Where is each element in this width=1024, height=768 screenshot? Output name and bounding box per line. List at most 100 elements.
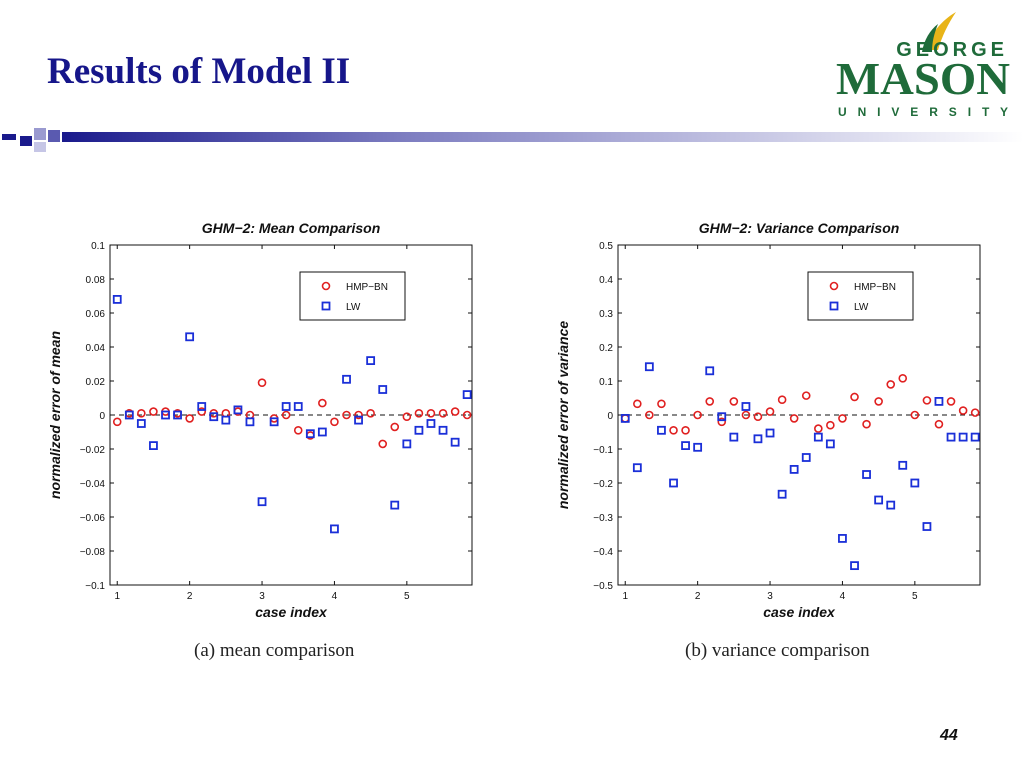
x-tick-label: 5 <box>912 591 918 602</box>
data-point-lw <box>390 500 400 510</box>
data-point-hmp-bn <box>450 407 460 416</box>
data-point-lw <box>112 295 122 304</box>
x-tick-label: 1 <box>622 591 628 602</box>
mean-comparison-panel: GHM−2: Mean Comparison −0.1 −0.08 −0.06 −0.0… <box>40 205 480 620</box>
logo-leaf-green <box>922 24 938 52</box>
data-point-lw <box>729 432 739 442</box>
data-point-lw <box>946 432 956 442</box>
data-point-hmp-bn <box>414 409 424 418</box>
data-point-lw <box>269 417 279 427</box>
legend: HMP−BN LW <box>807 271 914 321</box>
data-point-hmp-bn <box>633 399 642 409</box>
series-lw <box>112 295 472 534</box>
data-point-hmp-bn <box>801 391 811 400</box>
legend-label: LW <box>346 302 361 313</box>
data-point-hmp-bn <box>402 412 412 421</box>
x-tick-label: 2 <box>187 591 193 602</box>
x-axis-label: case index <box>763 604 836 620</box>
data-point-lw <box>777 489 787 499</box>
y-tick-label: 0.06 <box>86 309 106 320</box>
data-point-lw <box>958 432 968 442</box>
data-point-hmp-bn <box>112 417 122 427</box>
legend-marker-lw <box>321 301 331 311</box>
data-point-hmp-bn <box>910 410 920 420</box>
logo-line-university: U N I V E R S I T Y <box>838 105 1008 119</box>
data-point-lw <box>801 453 811 462</box>
data-point-lw <box>862 470 871 479</box>
george-mason-logo: GEORGE MASON U N I V E R S I T Y <box>836 12 1010 119</box>
data-point-hmp-bn <box>946 397 956 406</box>
y-tick-label: 0 <box>607 411 613 422</box>
data-point-lw <box>414 425 424 435</box>
data-point-hmp-bn <box>390 422 400 432</box>
data-point-lw <box>438 425 448 435</box>
y-tick-label: −0.04 <box>80 479 106 490</box>
data-point-lw <box>233 405 243 415</box>
data-point-lw <box>620 413 630 423</box>
data-point-hmp-bn <box>838 414 847 423</box>
chart-title: GHM−2: Mean Comparison <box>202 220 381 236</box>
data-point-hmp-bn <box>729 397 739 406</box>
data-point-lw <box>705 366 715 376</box>
data-point-lw <box>741 402 751 411</box>
legend-box <box>807 271 914 321</box>
y-tick-label: −0.02 <box>80 445 106 456</box>
data-point-lw <box>402 439 412 449</box>
data-point-hmp-bn <box>657 399 666 409</box>
data-point-lw <box>874 495 884 505</box>
data-point-hmp-bn <box>898 373 908 383</box>
data-point-hmp-bn <box>149 407 158 416</box>
data-point-lw <box>462 390 472 400</box>
y-tick-label: −0.1 <box>85 581 105 592</box>
data-point-lw <box>366 356 376 366</box>
data-point-hmp-bn <box>705 397 715 406</box>
y-tick-label: −0.1 <box>593 445 613 456</box>
series-lw <box>620 362 980 571</box>
data-point-hmp-bn <box>293 426 303 435</box>
mean-comparison-chart: GHM−2: Mean Comparison −0.1 −0.08 −0.06 −0.0… <box>47 220 473 620</box>
data-point-lw <box>765 428 775 438</box>
title-divider-bar <box>2 128 1024 152</box>
y-tick-label: 0.1 <box>599 377 613 388</box>
series-hmp-bn <box>620 373 980 435</box>
data-point-hmp-bn <box>438 409 448 418</box>
data-point-hmp-bn <box>874 397 883 406</box>
y-tick-label: 0.5 <box>599 241 613 252</box>
x-tick-label: 3 <box>259 591 265 602</box>
data-point-hmp-bn <box>197 407 207 416</box>
data-point-hmp-bn <box>826 420 835 430</box>
y-tick-label: 0.08 <box>86 275 106 286</box>
data-point-lw <box>934 396 944 406</box>
data-point-hmp-bn <box>281 410 291 420</box>
data-point-hmp-bn <box>342 410 351 420</box>
data-point-lw <box>693 442 703 452</box>
data-point-lw <box>281 402 291 411</box>
data-point-lw <box>305 429 315 439</box>
data-point-lw <box>124 410 134 420</box>
data-point-lw <box>898 460 908 470</box>
legend-label: HMP−BN <box>346 282 388 293</box>
data-point-lw <box>813 432 823 442</box>
slide-title: Results of Model II <box>47 51 351 92</box>
data-point-hmp-bn <box>681 426 690 435</box>
data-point-hmp-bn <box>922 396 932 405</box>
data-point-lw <box>221 415 231 425</box>
x-axis-label: case index <box>255 604 328 620</box>
data-point-hmp-bn <box>862 419 871 429</box>
data-point-hmp-bn <box>958 406 968 415</box>
data-point-lw <box>426 419 436 428</box>
variance-comparison-panel: GHM−2: Variance Comparison −0.5 −0.4 −0.3 −0… <box>548 205 988 620</box>
legend: HMP−BN LW <box>299 271 406 321</box>
data-point-hmp-bn <box>378 439 388 449</box>
data-point-hmp-bn <box>354 410 363 420</box>
logo-line-mason: MASON <box>836 53 1010 104</box>
data-point-hmp-bn <box>669 426 678 435</box>
data-point-hmp-bn <box>426 409 436 418</box>
data-point-hmp-bn <box>934 419 944 429</box>
y-tick-label: 0.3 <box>599 309 613 320</box>
data-point-hmp-bn <box>970 408 980 417</box>
y-tick-label: 0 <box>99 411 105 422</box>
data-point-hmp-bn <box>753 412 763 421</box>
series-hmp-bn <box>112 378 472 449</box>
legend-box <box>299 271 406 321</box>
